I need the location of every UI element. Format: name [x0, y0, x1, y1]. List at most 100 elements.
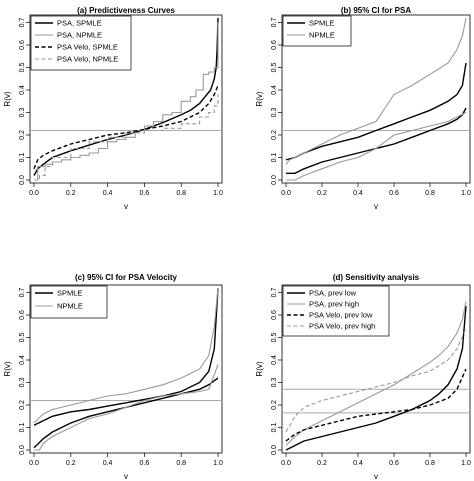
series-line-npmle	[33, 287, 219, 424]
series-line-psa-prev-high	[285, 301, 467, 446]
legend-label: PSA Velo, prev low	[309, 311, 373, 320]
y-tick-label: 0.7	[19, 288, 26, 298]
legend-label: SPMLE	[57, 289, 82, 298]
legend-box	[30, 285, 108, 319]
legend-label: PSA, NPMLE	[57, 31, 102, 40]
legend-label: PSA, prev low	[309, 289, 357, 298]
x-tick-label: 0.4	[103, 460, 113, 467]
x-tick-label: 0.2	[66, 190, 76, 197]
legend-label: NPMLE	[309, 31, 335, 40]
x-tick-label: 1.0	[213, 190, 223, 197]
x-tick-label: 1.0	[213, 460, 223, 467]
x-tick-label: 0.2	[317, 190, 327, 197]
x-tick-label: 0.0	[281, 190, 291, 197]
x-tick-label: 0.8	[176, 190, 186, 197]
y-tick-label: 0.2	[271, 130, 278, 140]
x-tick-label: 0.6	[389, 460, 399, 467]
x-axis-label: v	[374, 472, 378, 481]
x-tick-label: 0.8	[425, 190, 435, 197]
chart-title: (b) 95% CI for PSA	[341, 6, 411, 15]
legend-label: PSA, prev high	[309, 300, 359, 309]
y-axis-label: R(v)	[255, 91, 264, 106]
chart-title: (a) Predictiveness Curves	[77, 6, 175, 15]
y-tick-label: 0.6	[19, 310, 26, 320]
series-line-psa-velo-spmle	[33, 85, 219, 170]
y-tick-label: 0.2	[19, 400, 26, 410]
y-tick-label: 0.1	[271, 423, 278, 433]
x-tick-label: 1.0	[461, 190, 471, 197]
chart-panel-2: (b) 95% CI for PSA 0.0 0.2 0.4 0.6 0.8 1.0 0.0 0…	[255, 6, 471, 211]
y-tick-label: 0.0	[19, 175, 26, 185]
series-line-psa-npmle	[34, 22, 219, 181]
chart-title: (c) 95% CI for PSA Velocity	[75, 273, 178, 282]
y-tick-label: 0.4	[271, 85, 278, 95]
y-tick-label: 0.6	[271, 40, 278, 50]
series-line-spmle	[33, 287, 219, 426]
legend-label: SPMLE	[309, 19, 334, 28]
legend: PSA, SPMLE PSA, NPMLE PSA Velo, SPMLE PSA V…	[30, 15, 132, 71]
y-tick-label: 0.0	[19, 445, 26, 455]
x-tick-label: 1.0	[461, 460, 471, 467]
legend-box	[282, 285, 390, 337]
y-axis-label: R(v)	[3, 361, 12, 376]
legend-label: NPMLE	[57, 302, 83, 311]
x-tick-label: 0.0	[29, 460, 39, 467]
chart-panel-3: (c) 95% CI for PSA Velocity 0.0 0.2 0.4 0.6 0…	[3, 273, 223, 481]
y-tick-label: 0.1	[19, 423, 26, 433]
y-tick-label: 0.5	[19, 63, 26, 73]
y-tick-label: 0.5	[19, 333, 26, 343]
y-tick-label: 0.1	[271, 153, 278, 163]
y-tick-label: 0.6	[271, 310, 278, 320]
y-tick-label: 0.5	[271, 333, 278, 343]
series-line-npmle	[285, 17, 467, 165]
x-tick-label: 0.2	[66, 460, 76, 467]
x-tick-label: 0.6	[389, 190, 399, 197]
x-tick-label: 0.2	[317, 460, 327, 467]
plot-frame	[281, 14, 471, 184]
legend: PSA, prev low PSA, prev high PSA Velo, pre…	[282, 285, 390, 337]
y-tick-label: 0.7	[271, 18, 278, 28]
y-tick-label: 0.0	[271, 175, 278, 185]
x-tick-label: 0.8	[176, 460, 186, 467]
y-tick-label: 0.7	[19, 18, 26, 28]
series-line-psa-velo-prev-low	[285, 368, 467, 442]
x-tick-label: 0.4	[353, 460, 363, 467]
chart-title: (d) Sensitivity analysis	[333, 273, 420, 282]
y-tick-label: 0.0	[271, 445, 278, 455]
y-tick-label: 0.4	[19, 355, 26, 365]
legend-label: PSA Velo, SPMLE	[57, 43, 118, 52]
legend-box	[30, 15, 132, 71]
y-tick-label: 0.4	[19, 85, 26, 95]
series-line-psa-velo-npmle	[34, 94, 219, 181]
series-line-psa-velo-prev-high	[285, 328, 467, 433]
y-tick-label: 0.6	[19, 40, 26, 50]
y-tick-label: 0.3	[19, 378, 26, 388]
y-tick-label: 0.2	[271, 400, 278, 410]
series-line-spmle	[286, 107, 467, 174]
x-tick-label: 0.0	[281, 460, 291, 467]
series-line-spmle	[285, 62, 467, 161]
x-tick-label: 0.0	[29, 190, 39, 197]
x-tick-label: 0.4	[103, 190, 113, 197]
legend: SPMLE NPMLE	[30, 285, 108, 319]
x-tick-label: 0.6	[140, 460, 150, 467]
legend-label: PSA, SPMLE	[57, 19, 102, 28]
legend: SPMLE NPMLE	[282, 15, 352, 47]
series-line-npmle	[286, 112, 467, 181]
plot-frame	[29, 14, 223, 184]
x-tick-label: 0.8	[425, 460, 435, 467]
x-axis-label: v	[374, 202, 378, 211]
y-tick-label: 0.1	[19, 153, 26, 163]
y-tick-label: 0.5	[271, 63, 278, 73]
y-tick-label: 0.2	[19, 130, 26, 140]
chart-panel-4: (d) Sensitivity analysis 0.0 0.2 0.4 0.6 0.8 1…	[255, 273, 471, 481]
plot-frame	[29, 284, 223, 454]
legend-label: PSA Velo, NPMLE	[57, 55, 118, 64]
series-line-npmle	[34, 364, 219, 451]
x-axis-label: v	[124, 202, 128, 211]
x-axis-label: v	[124, 472, 128, 481]
y-tick-label: 0.3	[19, 108, 26, 118]
x-tick-label: 0.4	[353, 190, 363, 197]
y-tick-label: 0.7	[271, 288, 278, 298]
